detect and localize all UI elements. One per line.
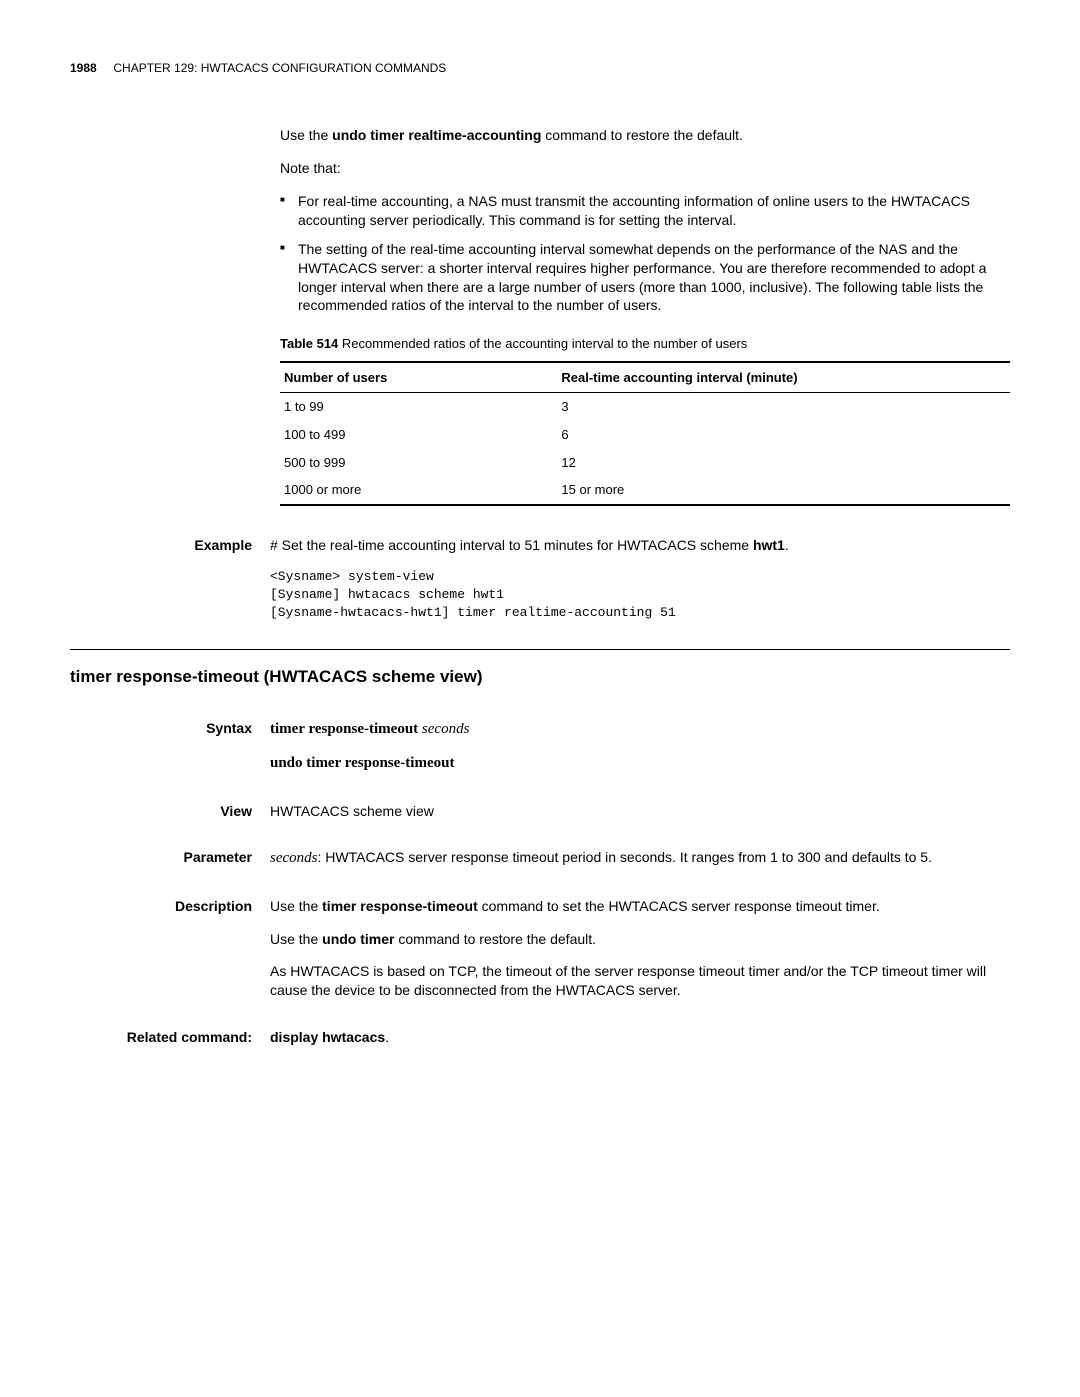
text: . <box>785 537 789 553</box>
related-label: Related command: <box>70 1028 270 1061</box>
syntax-row: Syntax timer response-timeout seconds un… <box>70 719 1010 788</box>
parameter-body: seconds: HWTACACS server response timeou… <box>270 848 1010 882</box>
table-caption-text: Recommended ratios of the accounting int… <box>338 336 747 351</box>
cell: 15 or more <box>557 476 1010 505</box>
command-serif-bold: timer response-timeout <box>270 721 418 737</box>
table-row: 1 to 99 3 <box>280 393 1010 421</box>
text: Use the <box>270 898 322 914</box>
intro-p1: Use the undo timer realtime-accounting c… <box>280 126 1010 145</box>
scheme-bold: hwt1 <box>753 537 785 553</box>
view-row: View HWTACACS scheme view <box>70 802 1010 835</box>
syntax-line1: timer response-timeout seconds <box>270 719 1010 739</box>
cell: 100 to 499 <box>280 421 557 449</box>
section-divider <box>70 649 1010 650</box>
arg-italic: seconds <box>270 850 318 866</box>
text: Use the <box>280 127 332 143</box>
text: : HWTACACS server response timeout perio… <box>318 849 932 865</box>
command-bold: undo timer realtime-accounting <box>332 127 541 143</box>
view-label: View <box>70 802 270 835</box>
view-body: HWTACACS scheme view <box>270 802 1010 835</box>
cell: 12 <box>557 449 1010 477</box>
parameter-label: Parameter <box>70 848 270 882</box>
parameter-text: seconds: HWTACACS server response timeou… <box>270 848 1010 868</box>
page: 1988 CHAPTER 129: HWTACACS CONFIGURATION… <box>70 60 1010 1061</box>
bullet-item: For real-time accounting, a NAS must tra… <box>280 192 1010 230</box>
bullet-item: The setting of the real-time accounting … <box>280 240 1010 316</box>
table-header-row: Number of users Real-time accounting int… <box>280 362 1010 393</box>
example-row: Example # Set the real-time accounting i… <box>70 536 1010 622</box>
col-header: Real-time accounting interval (minute) <box>557 362 1010 393</box>
table-number: Table 514 <box>280 336 338 351</box>
text: command to set the HWTACACS server respo… <box>478 898 880 914</box>
chapter-title: CHAPTER 129: HWTACACS CONFIGURATION COMM… <box>113 61 446 75</box>
cell: 500 to 999 <box>280 449 557 477</box>
page-header: 1988 CHAPTER 129: HWTACACS CONFIGURATION… <box>70 60 1010 76</box>
related-row: Related command: display hwtacacs. <box>70 1028 1010 1061</box>
example-label: Example <box>70 536 270 622</box>
syntax-line2: undo timer response-timeout <box>270 753 1010 773</box>
text: command to restore the default. <box>394 931 596 947</box>
ratio-table: Number of users Real-time accounting int… <box>280 361 1010 506</box>
arg-italic: seconds <box>418 721 469 737</box>
text: command to restore the default. <box>541 127 743 143</box>
page-number: 1988 <box>70 61 97 75</box>
description-body: Use the timer response-timeout command t… <box>270 897 1010 1015</box>
intro-p2: Note that: <box>280 159 1010 178</box>
cell: 1000 or more <box>280 476 557 505</box>
command-bold: timer response-timeout <box>322 898 478 914</box>
command-serif-bold: undo timer response-timeout <box>270 755 454 771</box>
command-bold: undo timer <box>322 931 394 947</box>
col-header: Number of users <box>280 362 557 393</box>
text: . <box>385 1029 389 1045</box>
section-title: timer response-timeout (HWTACACS scheme … <box>70 666 1010 689</box>
related-text: display hwtacacs. <box>270 1028 1010 1047</box>
cell: 1 to 99 <box>280 393 557 421</box>
example-desc: # Set the real-time accounting interval … <box>270 536 1010 555</box>
desc-p1: Use the timer response-timeout command t… <box>270 897 1010 916</box>
text: Use the <box>270 931 322 947</box>
desc-p2: Use the undo timer command to restore th… <box>270 930 1010 949</box>
text: # Set the real-time accounting interval … <box>270 537 753 553</box>
table-row: 100 to 499 6 <box>280 421 1010 449</box>
example-code: <Sysname> system-view [Sysname] hwtacacs… <box>270 568 1010 621</box>
syntax-label: Syntax <box>70 719 270 788</box>
table-caption: Table 514 Recommended ratios of the acco… <box>280 335 1010 353</box>
bullet-list: For real-time accounting, a NAS must tra… <box>280 192 1010 315</box>
parameter-row: Parameter seconds: HWTACACS server respo… <box>70 848 1010 882</box>
table-row: 500 to 999 12 <box>280 449 1010 477</box>
table-row: 1000 or more 15 or more <box>280 476 1010 505</box>
related-body: display hwtacacs. <box>270 1028 1010 1061</box>
intro-block: Use the undo timer realtime-accounting c… <box>280 126 1010 505</box>
description-row: Description Use the timer response-timeo… <box>70 897 1010 1015</box>
cell: 6 <box>557 421 1010 449</box>
syntax-body: timer response-timeout seconds undo time… <box>270 719 1010 788</box>
command-bold: display hwtacacs <box>270 1029 385 1045</box>
view-text: HWTACACS scheme view <box>270 802 1010 821</box>
description-label: Description <box>70 897 270 1015</box>
example-body: # Set the real-time accounting interval … <box>270 536 1010 622</box>
cell: 3 <box>557 393 1010 421</box>
desc-p3: As HWTACACS is based on TCP, the timeout… <box>270 962 1010 1000</box>
